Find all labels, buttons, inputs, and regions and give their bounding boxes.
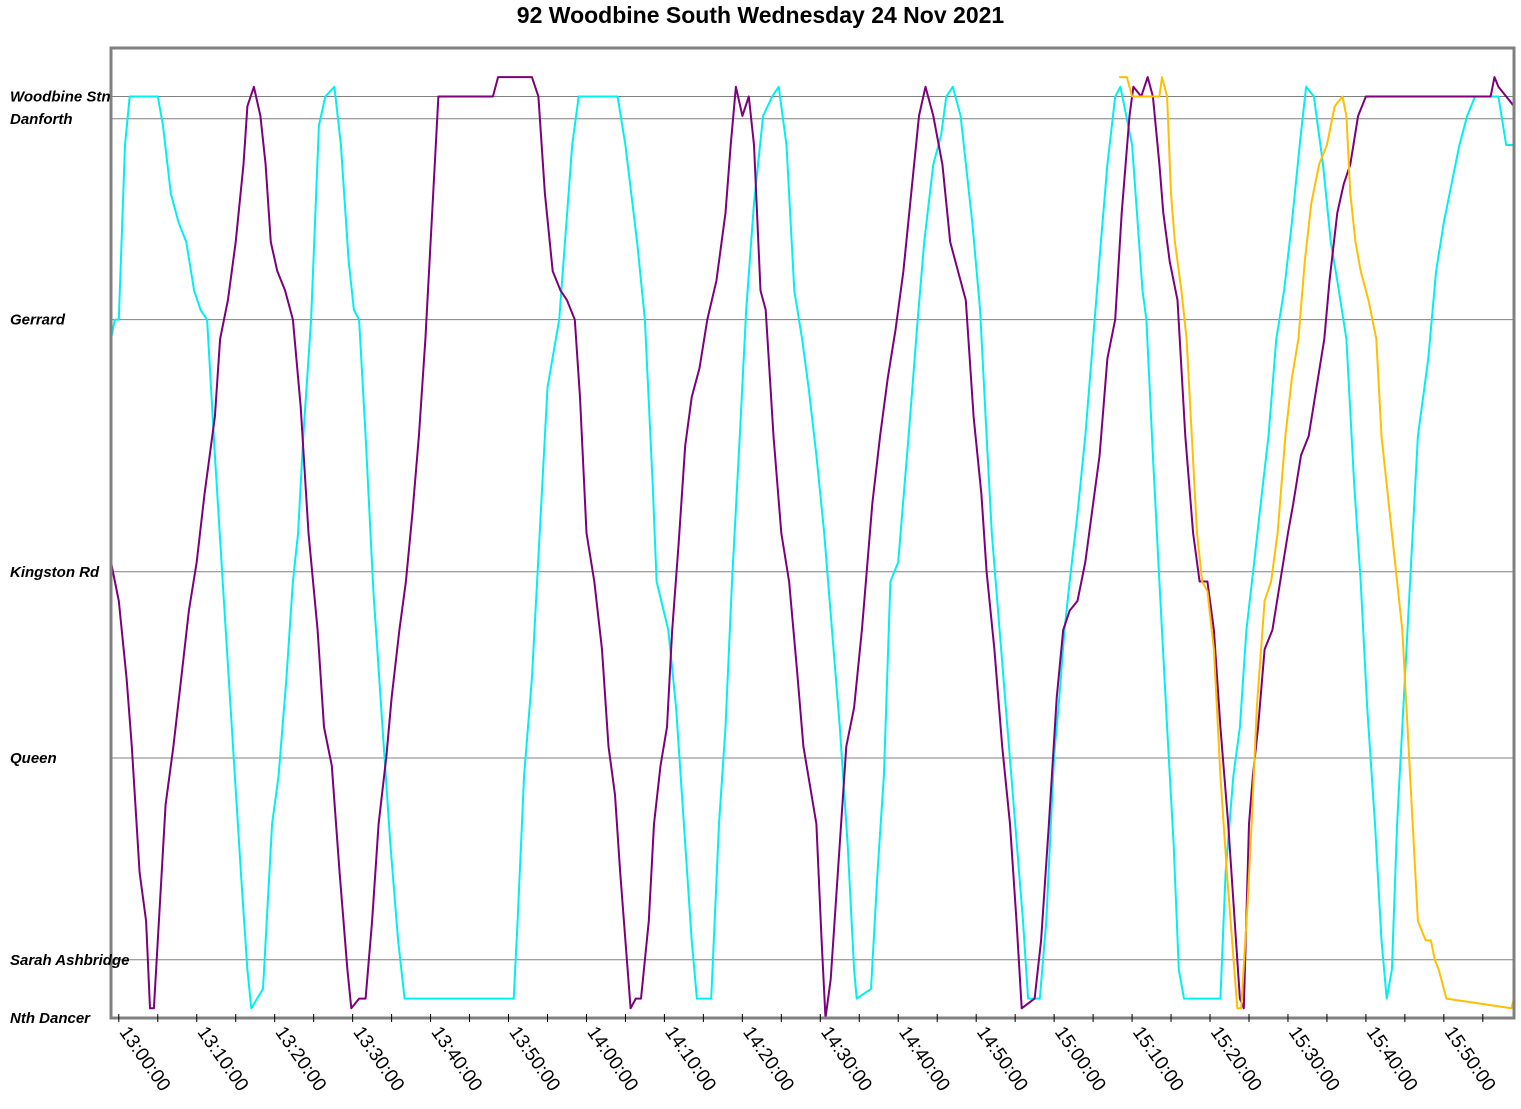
x-tick-label: 15:00:00 (1050, 1023, 1110, 1096)
x-tick-label: 13:20:00 (271, 1023, 331, 1096)
x-tick-label: 14:20:00 (738, 1023, 798, 1096)
x-tick-label: 14:50:00 (972, 1023, 1032, 1096)
x-tick-label: 15:20:00 (1206, 1023, 1266, 1096)
x-tick-label: 15:30:00 (1284, 1023, 1344, 1096)
x-tick-label: 14:40:00 (894, 1023, 954, 1096)
series-line-1 (110, 85, 1514, 1010)
x-tick-label: 13:30:00 (349, 1023, 409, 1096)
x-tick-label: 13:00:00 (115, 1023, 175, 1096)
chart-title: 92 Woodbine South Wednesday 24 Nov 2021 (516, 2, 1005, 28)
x-tick-label: 13:40:00 (426, 1023, 486, 1096)
stop-label: Kingston Rd (10, 564, 100, 581)
x-tick-label: 13:10:00 (193, 1023, 253, 1096)
stop-label: Queen (10, 750, 57, 767)
x-tick-label: 14:00:00 (582, 1023, 642, 1096)
series-line-3 (1119, 76, 1515, 1010)
x-tick-label: 15:50:00 (1440, 1023, 1500, 1096)
x-tick-label: 13:50:00 (504, 1023, 564, 1096)
series-line-2 (110, 76, 1515, 1019)
x-tick-label: 15:40:00 (1362, 1023, 1422, 1096)
x-tick-label: 14:30:00 (816, 1023, 876, 1096)
grid-layer (111, 96, 1514, 961)
tick-layer: 13:00:00 13:10:00 13:20:00 13:30:00 13:40:00… (115, 1014, 1500, 1096)
stop-label: Woodbine Stn (10, 89, 111, 106)
stop-label: Danforth (10, 111, 73, 128)
label-layer: Woodbine Stn Danforth Gerrard Kingston Rd Qu… (10, 89, 129, 1028)
stop-label: Nth Dancer (10, 1010, 91, 1027)
stop-label: Gerrard (10, 312, 66, 329)
x-tick-label: 15:10:00 (1128, 1023, 1188, 1096)
series-layer (110, 76, 1515, 1019)
plot-frame (109, 46, 1516, 1020)
x-tick-label: 14:10:00 (660, 1023, 720, 1096)
stop-label: Sarah Ashbridge (10, 952, 129, 969)
